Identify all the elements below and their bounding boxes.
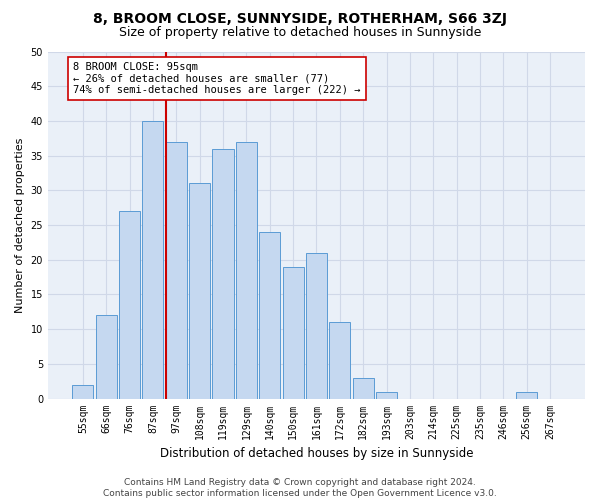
Bar <box>142 121 163 398</box>
Text: 8 BROOM CLOSE: 95sqm
← 26% of detached houses are smaller (77)
74% of semi-detac: 8 BROOM CLOSE: 95sqm ← 26% of detached h… <box>73 62 361 95</box>
Bar <box>189 184 210 398</box>
Bar <box>119 211 140 398</box>
Text: Size of property relative to detached houses in Sunnyside: Size of property relative to detached ho… <box>119 26 481 39</box>
Bar <box>329 322 350 398</box>
Bar <box>516 392 537 398</box>
X-axis label: Distribution of detached houses by size in Sunnyside: Distribution of detached houses by size … <box>160 447 473 460</box>
Bar <box>166 142 187 398</box>
Bar <box>306 253 327 398</box>
Bar <box>376 392 397 398</box>
Bar <box>353 378 374 398</box>
Bar <box>212 148 233 398</box>
Bar <box>283 266 304 398</box>
Y-axis label: Number of detached properties: Number of detached properties <box>15 138 25 312</box>
Bar <box>95 316 117 398</box>
Bar <box>259 232 280 398</box>
Bar <box>236 142 257 398</box>
Text: 8, BROOM CLOSE, SUNNYSIDE, ROTHERHAM, S66 3ZJ: 8, BROOM CLOSE, SUNNYSIDE, ROTHERHAM, S6… <box>93 12 507 26</box>
Text: Contains HM Land Registry data © Crown copyright and database right 2024.
Contai: Contains HM Land Registry data © Crown c… <box>103 478 497 498</box>
Bar <box>73 384 94 398</box>
